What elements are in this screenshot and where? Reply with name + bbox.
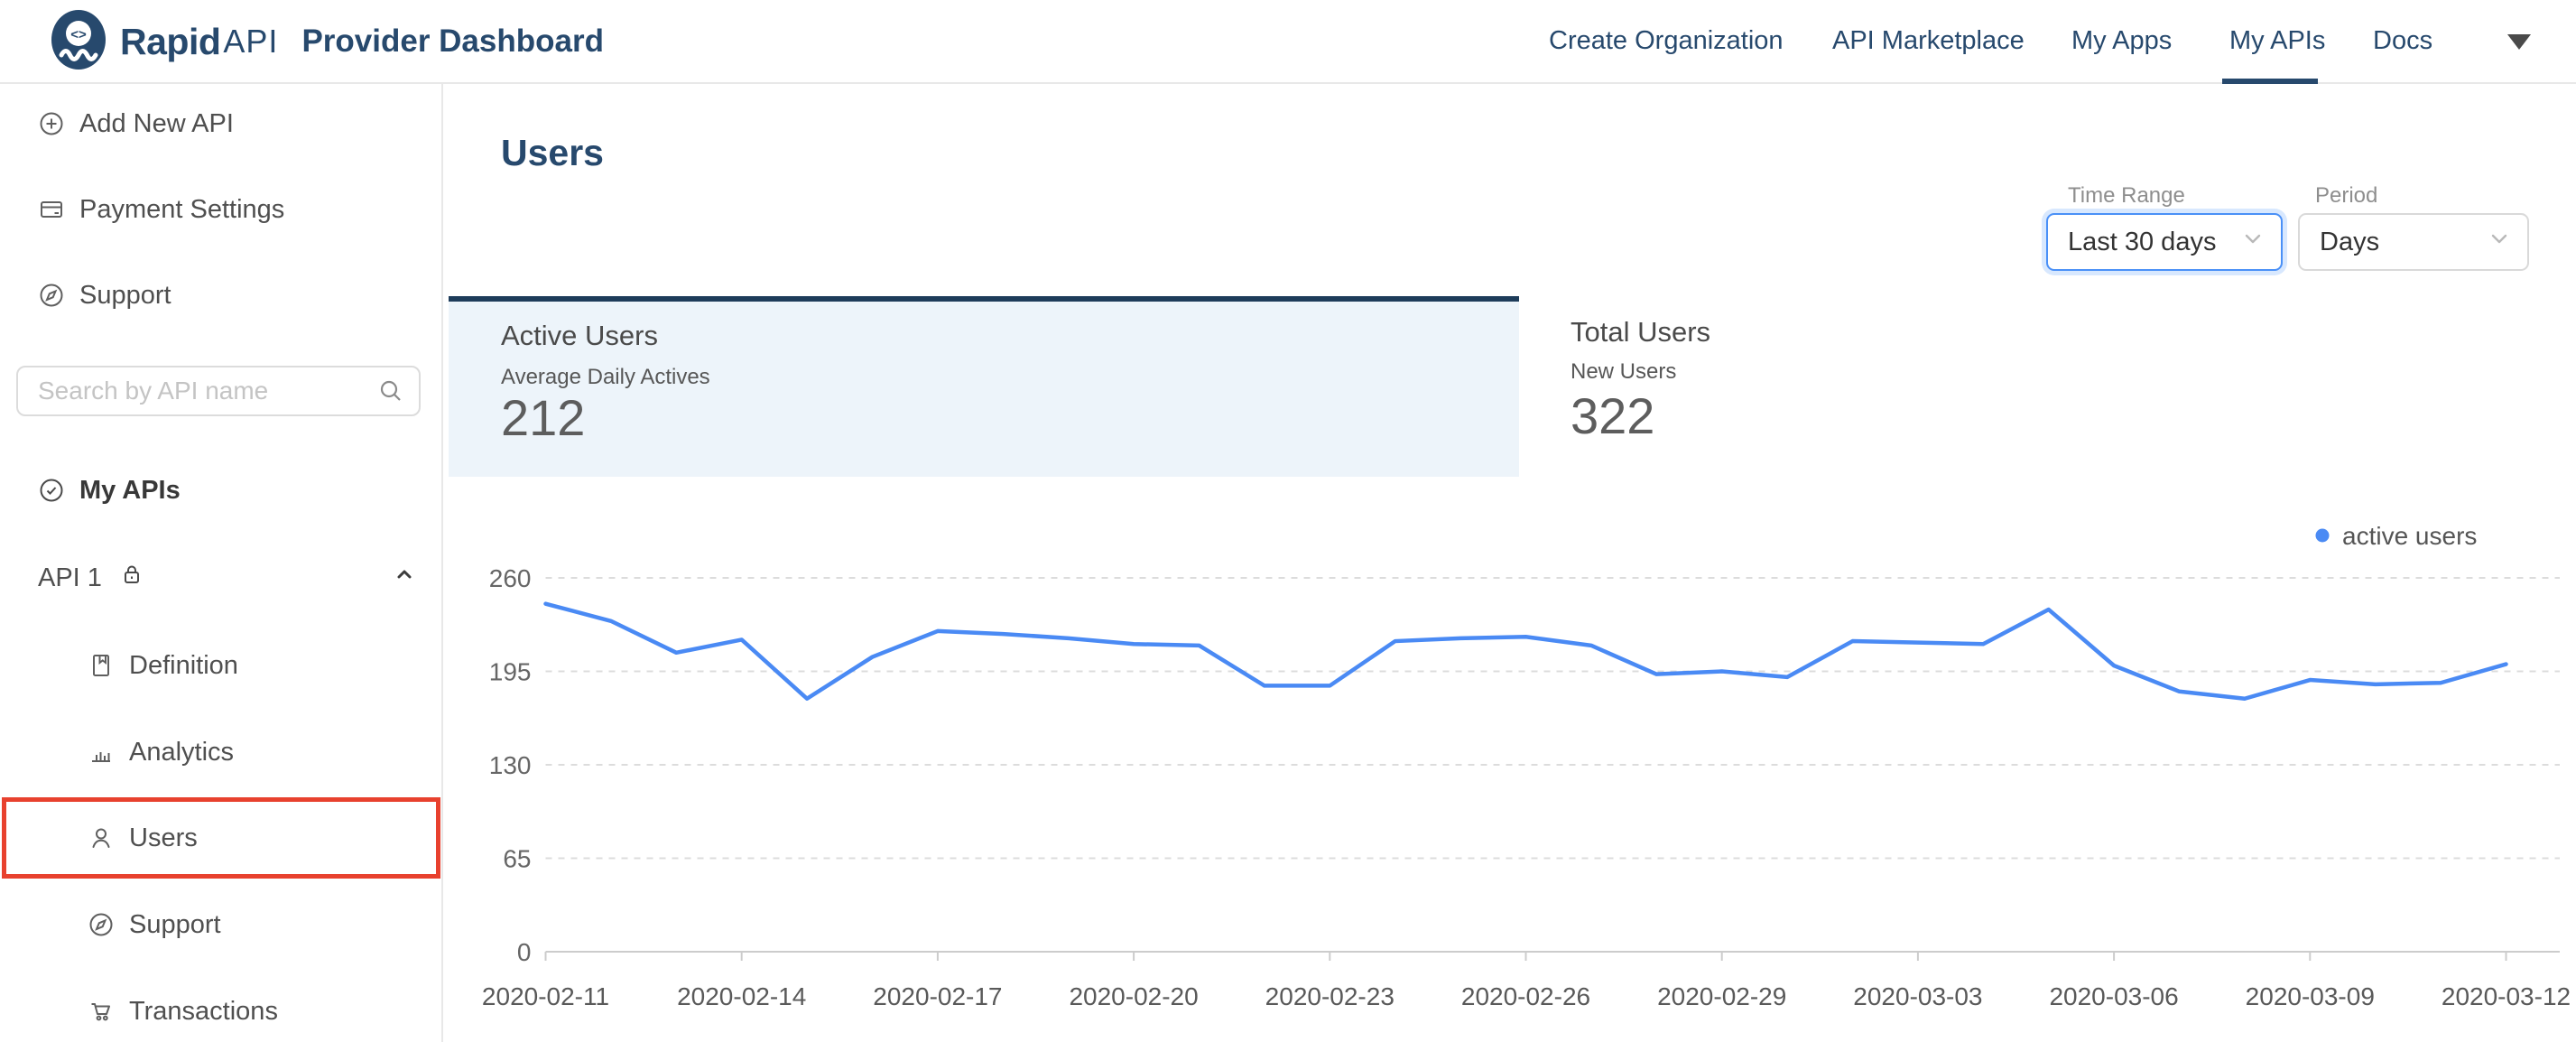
stat-subtitle: Average Daily Actives [501,365,710,389]
sidebar-item-api-support[interactable]: Support [88,907,221,943]
legend-dot-icon [2315,528,2330,543]
sidebar-item-support[interactable]: Support [38,277,171,313]
sidebar-item-label: Analytics [129,737,235,767]
sidebar-item-label: Support [129,909,221,939]
active-nav-underline [2222,79,2318,84]
top-header: <> Rapid API Provider Dashboard Create O… [0,0,2576,84]
period-value: Days [2320,227,2380,256]
chart-gridlines [545,577,2560,860]
sidebar-item-analytics[interactable]: Analytics [88,734,234,770]
plus-circle-icon [38,110,65,137]
sidebar-item-label: Definition [129,650,238,680]
api-group-label: API 1 [38,563,102,592]
bar-chart-icon [88,739,115,766]
sidebar-item-users[interactable]: Users [88,820,198,856]
active-users-chart: 0 65 130 195 260 2020-02-11 2020-02-14 2020-02-… [482,522,2571,1010]
chevron-down-icon [2241,227,2265,257]
cart-icon [88,998,115,1025]
stat-tab-active-users[interactable]: Active Users Average Daily Actives 212 [449,296,1519,477]
svg-text:260: 260 [489,564,532,592]
svg-text:2020-03-12: 2020-03-12 [2442,982,2571,1010]
time-range-value: Last 30 days [2068,227,2217,256]
sidebar-item-label: Users [129,823,198,852]
nav-api-marketplace[interactable]: API Marketplace [1832,26,2025,55]
svg-text:195: 195 [489,658,532,686]
sidebar-item-label: Payment Settings [79,194,285,224]
rapidapi-logo[interactable]: <> Rapid API Provider Dashboard [50,9,604,74]
svg-text:<>: <> [70,27,87,42]
legend-label: active users [2342,522,2477,550]
sidebar-item-label: Support [79,280,171,310]
nav-my-apis[interactable]: My APIs [2229,26,2326,55]
sidebar-item-definition[interactable]: Definition [88,647,238,684]
svg-text:2020-03-03: 2020-03-03 [1853,982,1982,1010]
sidebar: Add New API Payment Settings Support My … [0,84,443,1042]
svg-text:2020-02-17: 2020-02-17 [873,982,1002,1010]
nav-my-apps[interactable]: My Apps [2071,26,2173,55]
book-icon [88,652,115,679]
svg-text:2020-03-06: 2020-03-06 [2049,982,2178,1010]
svg-text:130: 130 [489,751,532,779]
period-select[interactable]: Days [2298,213,2529,271]
svg-text:2020-02-29: 2020-02-29 [1657,982,1786,1010]
nav-docs[interactable]: Docs [2373,26,2433,55]
chevron-up-icon[interactable] [392,562,417,594]
sidebar-item-label: Transactions [129,996,278,1026]
stat-value: 322 [1571,387,1655,444]
stat-title: Total Users [1571,316,1711,348]
nav-create-organization[interactable]: Create Organization [1549,26,1784,55]
stat-title: Active Users [501,320,658,351]
time-range-label: Time Range [2068,183,2185,208]
compass-icon [88,911,115,938]
svg-text:2020-02-26: 2020-02-26 [1461,982,1590,1010]
octopus-logo-icon: <> [50,8,107,76]
brand-subtitle: Provider Dashboard [301,23,604,59]
compass-icon [38,282,65,309]
svg-text:2020-02-14: 2020-02-14 [677,982,806,1010]
user-icon [88,824,115,851]
chart-line-series [543,601,2508,702]
chart-axes: 0 65 130 195 260 2020-02-11 2020-02-14 2020-02-… [482,564,2571,1010]
svg-text:2020-02-11: 2020-02-11 [482,982,609,1010]
search-input[interactable] [16,366,421,416]
page-title: Users [501,132,604,173]
sidebar-item-transactions[interactable]: Transactions [88,993,278,1029]
lock-icon [118,561,145,595]
svg-text:2020-03-09: 2020-03-09 [2246,982,2375,1010]
brand-name-bold: Rapid [120,20,221,62]
period-label: Period [2315,183,2378,208]
svg-text:65: 65 [503,845,531,873]
check-circle-icon [38,477,65,504]
chart-legend[interactable]: active users [2315,522,2478,550]
stat-value: 212 [501,389,586,446]
sidebar-item-add-new-api[interactable]: Add New API [38,106,234,142]
stat-subtitle: New Users [1571,359,1677,384]
brand-name-light: API [223,23,279,60]
sidebar-item-label: My APIs [79,475,181,505]
sidebar-group-api-1[interactable]: API 1 [38,560,417,596]
svg-text:0: 0 [517,938,532,966]
selected-item-highlight [2,797,440,879]
time-range-select[interactable]: Last 30 days [2046,213,2283,271]
sidebar-item-payment-settings[interactable]: Payment Settings [38,191,284,228]
sidebar-item-label: Add New API [79,108,234,138]
api-search [16,366,421,416]
chevron-down-icon [2488,227,2511,257]
svg-text:2020-02-20: 2020-02-20 [1069,982,1198,1010]
sidebar-item-my-apis[interactable]: My APIs [38,472,181,508]
account-menu-caret-icon[interactable] [2507,34,2531,50]
svg-text:2020-02-23: 2020-02-23 [1265,982,1395,1010]
credit-card-icon [38,196,65,223]
stat-tab-total-users[interactable]: Total Users New Users 322 [1571,296,2112,477]
search-icon [377,377,404,409]
